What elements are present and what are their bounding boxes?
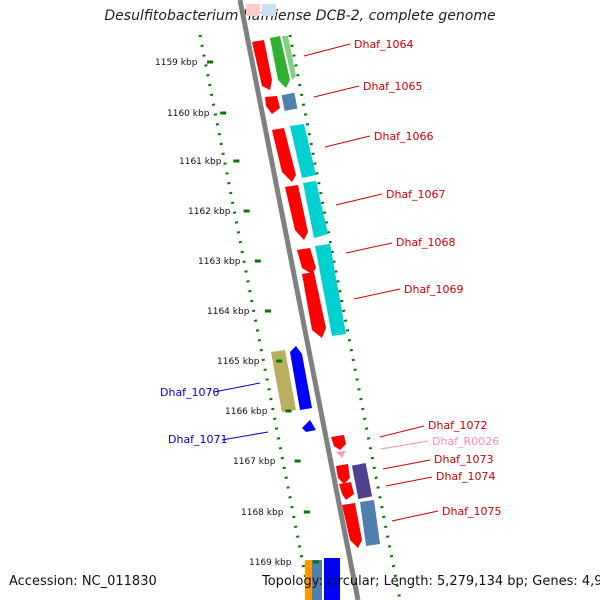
- gene-label-dhaf-1072[interactable]: Dhaf_1072: [428, 419, 488, 432]
- gene-dhaf-1066-partner[interactable]: [290, 124, 316, 178]
- gene-label-dhaf-1074[interactable]: Dhaf_1074: [436, 470, 496, 483]
- gene-dhaf-1074-arrow[interactable]: [339, 482, 354, 500]
- gene-label-dhaf-1066[interactable]: Dhaf_1066: [374, 130, 434, 143]
- gene-label-dhaf-1073[interactable]: Dhaf_1073: [434, 453, 494, 466]
- genome-backbone: [237, 0, 361, 600]
- gene-dhaf-1070-arrow[interactable]: [290, 346, 312, 410]
- gene-label-dhaf-1069[interactable]: Dhaf_1069: [404, 283, 464, 296]
- gene-dhaf-1064-arrow[interactable]: [252, 40, 272, 90]
- kbp-tick-label: 1161 kbp: [179, 157, 222, 167]
- gene-label-dhaf-1067[interactable]: Dhaf_1067: [386, 188, 446, 201]
- gene-dhaf-r0026-arrow[interactable]: [336, 451, 346, 458]
- faint-feature-top: [246, 4, 260, 16]
- gene-label-dhaf-1075[interactable]: Dhaf_1075: [442, 505, 502, 518]
- gene-dhaf-1074-partner[interactable]: [351, 462, 373, 500]
- faint-feature-top-2: [262, 4, 276, 16]
- kbp-tick-label: 1166 kbp: [225, 407, 268, 417]
- gene-dhaf-1064-partner-2[interactable]: [282, 36, 296, 80]
- bottom-feature-steel: [312, 560, 322, 600]
- kbp-tick-label: 1169 kbp: [249, 558, 292, 568]
- bottom-feature-blue: [324, 558, 340, 600]
- gene-label-dhaf-r0026[interactable]: Dhaf_R0026: [432, 435, 499, 448]
- gene-dhaf-1073-arrow[interactable]: [336, 464, 350, 484]
- gene-labels: Dhaf_1064 Dhaf_1065 Dhaf_1066 Dhaf_1067 Dhaf…: [160, 38, 502, 518]
- kbp-tick-label: 1165 kbp: [217, 357, 260, 367]
- gene-label-dhaf-1064[interactable]: Dhaf_1064: [354, 38, 414, 51]
- gene-dhaf-1067-partner[interactable]: [303, 181, 328, 238]
- gene-dhaf-1065-partner[interactable]: [281, 92, 298, 111]
- gene-label-dhaf-1071[interactable]: Dhaf_1071: [168, 433, 228, 446]
- kbp-tick-labels: 1159 kbp 1160 kbp 1161 kbp 1162 kbp 1163 kbp…: [155, 58, 319, 568]
- reverse-leader-lines: [213, 382, 269, 441]
- kbp-tick-label: 1162 kbp: [188, 207, 231, 217]
- bottom-feature-orange: [305, 560, 313, 600]
- gene-dhaf-1071-arrow[interactable]: [302, 420, 316, 432]
- kbp-tick-label: 1163 kbp: [198, 257, 241, 267]
- gene-dhaf-1066-arrow[interactable]: [272, 128, 296, 182]
- gene-dhaf-1072-arrow[interactable]: [331, 435, 346, 450]
- label-leader-lines: [303, 43, 439, 522]
- gene-dhaf-1075-arrow[interactable]: [342, 503, 362, 548]
- kbp-tick-label: 1168 kbp: [241, 508, 284, 518]
- gene-label-dhaf-1070[interactable]: Dhaf_1070: [160, 386, 220, 399]
- map-title: Desulfitobacterium hafniense DCB-2, comp…: [104, 8, 496, 24]
- accession-label: Accession: NC_011830: [9, 574, 157, 589]
- gene-dhaf-1068-arrow[interactable]: [297, 248, 316, 274]
- gene-dhaf-1070-partner[interactable]: [271, 350, 296, 412]
- gene-dhaf-1064-partner[interactable]: [270, 36, 290, 88]
- kbp-tick-label: 1167 kbp: [233, 457, 276, 467]
- gene-label-dhaf-1068[interactable]: Dhaf_1068: [396, 236, 456, 249]
- kbp-tick-label: 1160 kbp: [167, 109, 210, 119]
- gene-dhaf-1069-arrow[interactable]: [302, 272, 326, 338]
- gene-label-dhaf-1065[interactable]: Dhaf_1065: [363, 80, 423, 93]
- gene-dhaf-1065-arrow[interactable]: [265, 96, 280, 114]
- gene-dhaf-1067-arrow[interactable]: [285, 185, 308, 240]
- gene-dhaf-1069-partner[interactable]: [315, 244, 346, 336]
- gene-dhaf-1075-partner[interactable]: [360, 500, 380, 546]
- topology-label: Topology: circular; Length: 5,279,134 bp…: [262, 574, 600, 589]
- kbp-tick-label: 1159 kbp: [155, 58, 198, 68]
- leader-dhaf-r0026: [380, 440, 429, 450]
- kbp-tick-label: 1164 kbp: [207, 307, 250, 317]
